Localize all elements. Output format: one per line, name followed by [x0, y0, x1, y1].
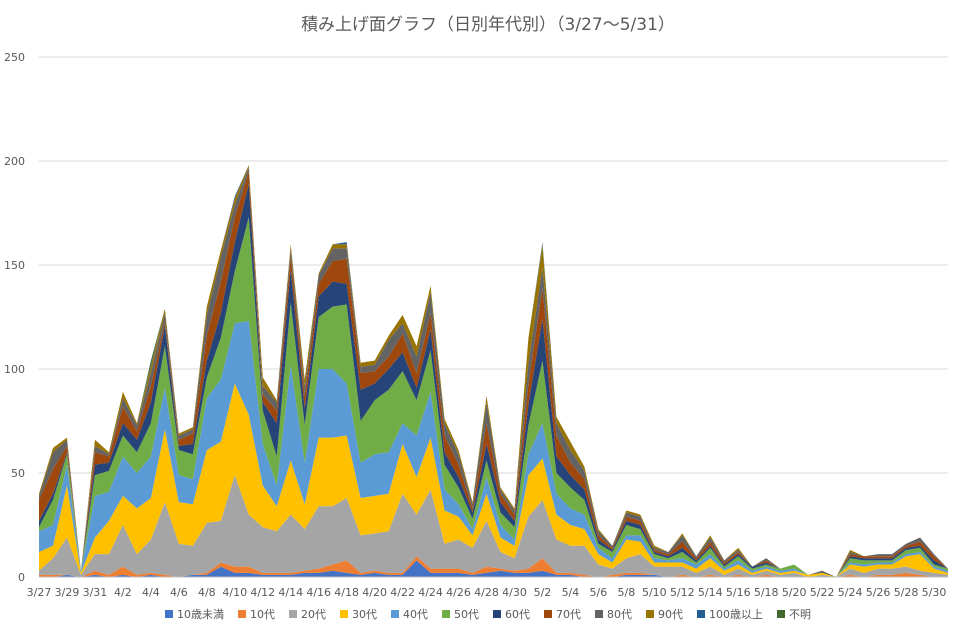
- x-tick-label: 5/22: [810, 586, 835, 599]
- legend-swatch: [340, 610, 348, 618]
- x-tick-label: 5/20: [782, 586, 807, 599]
- area-series-2: [39, 475, 948, 577]
- legend-item: 20代: [289, 608, 326, 621]
- x-tick-label: 5/26: [866, 586, 891, 599]
- legend-item: 30代: [340, 608, 377, 621]
- legend-item: 不明: [777, 608, 811, 621]
- legend-swatch: [777, 610, 785, 618]
- x-tick-label: 5/8: [618, 586, 636, 599]
- x-tick-label: 4/2: [114, 586, 132, 599]
- legend-label: 80代: [607, 608, 632, 621]
- y-tick-label: 150: [4, 259, 25, 272]
- legend-swatch: [442, 610, 450, 618]
- x-tick-label: 4/6: [170, 586, 188, 599]
- x-tick-label: 5/18: [754, 586, 779, 599]
- x-tick-label: 4/28: [474, 586, 499, 599]
- x-tick-label: 4/18: [334, 586, 359, 599]
- x-tick-label: 5/16: [726, 586, 751, 599]
- legend-item: 70代: [544, 608, 581, 621]
- legend-item: 60代: [493, 608, 530, 621]
- x-tick-label: 4/22: [390, 586, 415, 599]
- x-tick-label: 4/4: [142, 586, 160, 599]
- legend-label: 50代: [454, 608, 479, 621]
- legend: 10歳未満 10代 20代 30代 40代 50代 60代 70代 80代 90代 100歳以上 不明: [165, 608, 811, 621]
- legend-swatch: [238, 610, 246, 618]
- legend-label: 不明: [789, 608, 811, 621]
- x-tick-label: 5/24: [838, 586, 863, 599]
- legend-label: 100歳以上: [709, 608, 763, 621]
- x-axis-ticks: 3/27 3/29 3/31 4/2 4/4 4/6 4/8 4/10 4/12 4/14 4/16…: [27, 586, 947, 599]
- legend-label: 90代: [658, 608, 683, 621]
- x-tick-label: 5/4: [562, 586, 580, 599]
- x-tick-label: 4/30: [502, 586, 527, 599]
- x-tick-label: 5/12: [670, 586, 695, 599]
- y-tick-label: 0: [18, 571, 25, 584]
- legend-swatch: [697, 610, 705, 618]
- x-tick-label: 4/14: [278, 586, 303, 599]
- area-series-1: [39, 556, 948, 577]
- x-tick-label: 3/29: [55, 586, 80, 599]
- legend-swatch: [165, 610, 173, 618]
- x-tick-label: 5/28: [894, 586, 919, 599]
- x-tick-label: 5/14: [698, 586, 723, 599]
- x-tick-label: 4/10: [222, 586, 247, 599]
- y-axis-ticks: 0 50 100 150 200 250: [4, 51, 25, 584]
- x-tick-label: 4/16: [306, 586, 331, 599]
- legend-label: 10代: [250, 608, 275, 621]
- legend-swatch: [391, 610, 399, 618]
- x-tick-label: 5/30: [922, 586, 947, 599]
- y-tick-label: 250: [4, 51, 25, 64]
- x-tick-label: 3/31: [83, 586, 108, 599]
- legend-item: 40代: [391, 608, 428, 621]
- area-series-0: [39, 560, 948, 577]
- legend-item: 80代: [595, 608, 632, 621]
- x-tick-label: 5/2: [534, 586, 552, 599]
- legend-item: 10歳未満: [165, 608, 224, 621]
- legend-swatch: [595, 610, 603, 618]
- area-series-3: [39, 383, 948, 577]
- legend-item: 10代: [238, 608, 275, 621]
- y-tick-label: 200: [4, 155, 25, 168]
- x-tick-label: 4/8: [198, 586, 216, 599]
- chart-title: 積み上げ面グラフ（日別年代別）（3/27〜5/31）: [301, 15, 675, 35]
- series-areas: [39, 165, 948, 578]
- legend-item: 50代: [442, 608, 479, 621]
- legend-swatch: [544, 610, 552, 618]
- legend-swatch: [289, 610, 297, 618]
- y-tick-label: 100: [4, 363, 25, 376]
- y-tick-label: 50: [11, 467, 25, 480]
- x-tick-label: 5/10: [642, 586, 667, 599]
- legend-label: 60代: [505, 608, 530, 621]
- x-tick-label: 4/26: [446, 586, 471, 599]
- legend-label: 10歳未満: [177, 608, 224, 621]
- x-tick-label: 3/27: [27, 586, 52, 599]
- x-tick-label: 4/12: [250, 586, 275, 599]
- legend-item: 100歳以上: [697, 608, 763, 621]
- x-tick-label: 4/20: [362, 586, 387, 599]
- legend-swatch: [493, 610, 501, 618]
- legend-swatch: [646, 610, 654, 618]
- legend-label: 30代: [352, 608, 377, 621]
- legend-label: 40代: [403, 608, 428, 621]
- legend-item: 90代: [646, 608, 683, 621]
- legend-label: 20代: [301, 608, 326, 621]
- legend-label: 70代: [556, 608, 581, 621]
- x-tick-label: 5/6: [590, 586, 608, 599]
- x-tick-label: 4/24: [418, 586, 443, 599]
